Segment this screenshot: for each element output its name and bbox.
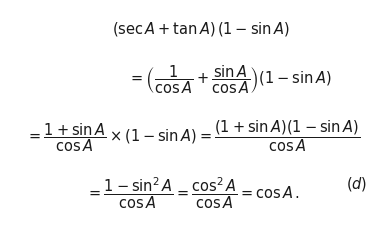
Text: $=\dfrac{1+\sin A}{\cos A}\times(1-\sin A)=\dfrac{(1+\sin A)(1-\sin A)}{\cos A}$: $=\dfrac{1+\sin A}{\cos A}\times(1-\sin …	[26, 118, 360, 153]
Text: $(d)$: $(d)$	[346, 175, 367, 192]
Text: $(\sec A + \tan A)\,(1 - \sin A)$: $(\sec A + \tan A)\,(1 - \sin A)$	[112, 20, 290, 38]
Text: $=\left(\dfrac{1}{\cos A}+\dfrac{\sin A}{\cos A}\right)(1 - \sin A)$: $=\left(\dfrac{1}{\cos A}+\dfrac{\sin A}…	[129, 63, 332, 96]
Text: $=\dfrac{1-\sin^2 A}{\cos A}=\dfrac{\cos^2 A}{\cos A}=\cos A\,.$: $=\dfrac{1-\sin^2 A}{\cos A}=\dfrac{\cos…	[86, 175, 300, 210]
